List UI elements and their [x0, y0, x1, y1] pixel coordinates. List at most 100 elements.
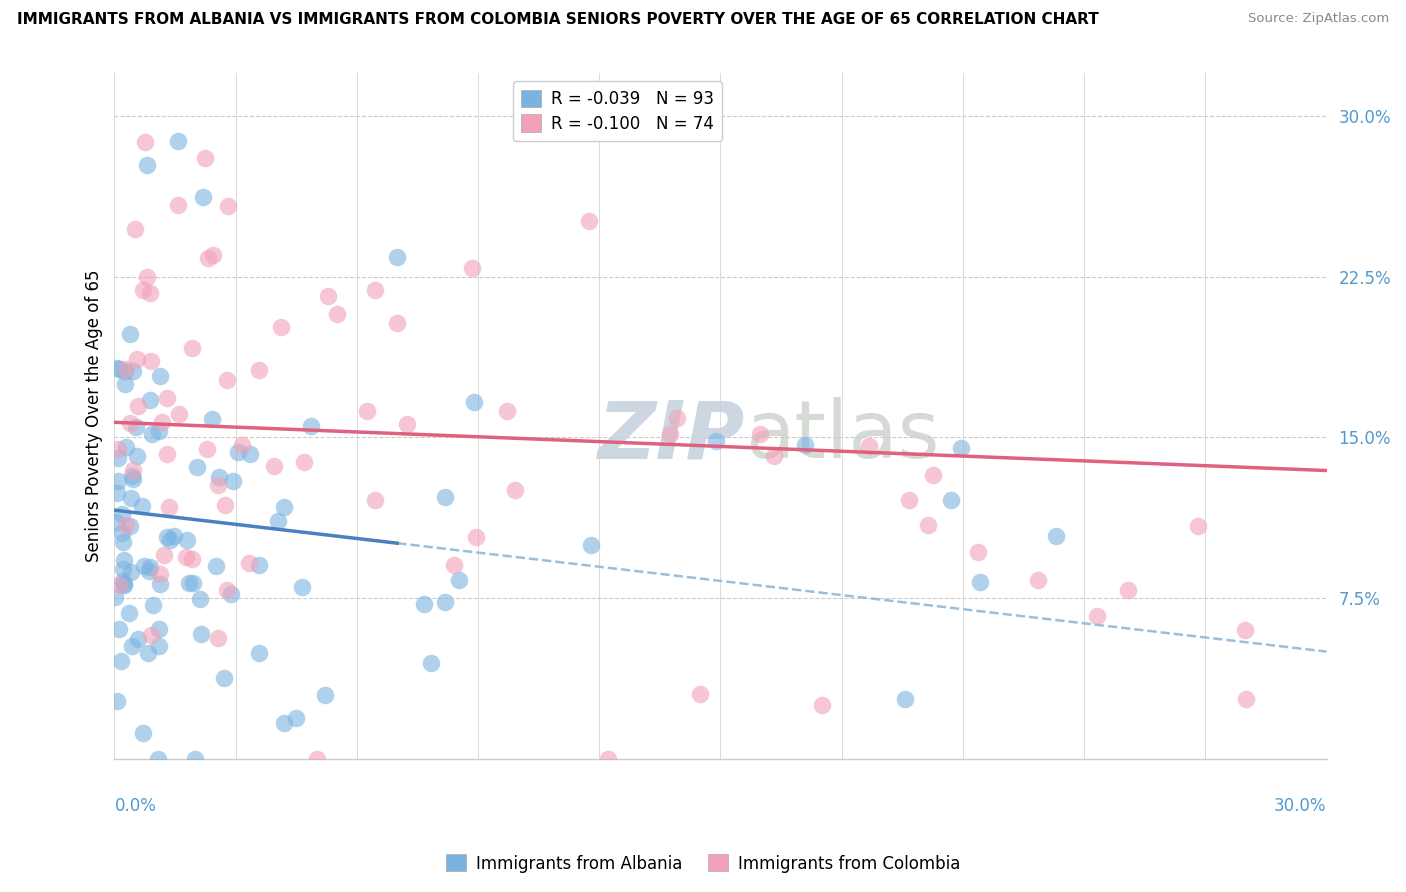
Point — [111, 534, 134, 549]
Point — [176, 533, 198, 548]
Point — [138, 564, 160, 578]
Point — [136, 646, 159, 660]
Point — [108, 361, 131, 376]
Point — [194, 151, 217, 165]
Point — [139, 628, 162, 642]
Point — [396, 417, 419, 431]
Point — [163, 529, 186, 543]
Point — [131, 726, 153, 740]
Point — [167, 407, 190, 421]
Point — [221, 474, 243, 488]
Point — [465, 530, 488, 544]
Point — [139, 560, 162, 574]
Point — [118, 519, 141, 533]
Point — [139, 285, 162, 300]
Point — [148, 424, 170, 438]
Point — [1085, 608, 1108, 623]
Point — [917, 518, 939, 533]
Point — [181, 576, 204, 591]
Point — [318, 289, 340, 303]
Point — [125, 419, 148, 434]
Point — [447, 573, 470, 587]
Point — [215, 582, 238, 597]
Point — [108, 622, 131, 636]
Point — [307, 752, 329, 766]
Point — [110, 654, 132, 668]
Point — [132, 559, 155, 574]
Point — [108, 578, 131, 592]
Point — [156, 447, 179, 461]
Point — [763, 450, 786, 464]
Point — [273, 500, 295, 515]
Point — [115, 518, 138, 533]
Point — [131, 499, 153, 513]
Point — [419, 657, 441, 671]
Point — [141, 354, 163, 368]
Point — [270, 320, 292, 334]
Point — [124, 222, 146, 236]
Point — [150, 415, 173, 429]
Point — [105, 694, 128, 708]
Point — [115, 440, 138, 454]
Point — [120, 326, 142, 341]
Point — [364, 283, 387, 297]
Point — [356, 404, 378, 418]
Point — [112, 578, 135, 592]
Point — [111, 526, 134, 541]
Point — [212, 671, 235, 685]
Point — [284, 711, 307, 725]
Point — [115, 361, 138, 376]
Point — [114, 377, 136, 392]
Point — [238, 556, 260, 570]
Point — [111, 507, 134, 521]
Point — [1026, 574, 1049, 588]
Point — [299, 419, 322, 434]
Point — [167, 134, 190, 148]
Point — [596, 752, 619, 766]
Point — [363, 492, 385, 507]
Point — [385, 316, 408, 330]
Point — [495, 404, 517, 418]
Point — [314, 688, 336, 702]
Point — [292, 455, 315, 469]
Point — [263, 458, 285, 473]
Point — [125, 449, 148, 463]
Point — [793, 438, 815, 452]
Point — [949, 441, 972, 455]
Point — [121, 469, 143, 483]
Point — [183, 752, 205, 766]
Point — [135, 269, 157, 284]
Point — [177, 576, 200, 591]
Point — [127, 400, 149, 414]
Point — [201, 411, 224, 425]
Point — [153, 549, 176, 563]
Point — [112, 552, 135, 566]
Point — [159, 500, 181, 514]
Text: 30.0%: 30.0% — [1274, 797, 1327, 814]
Point — [579, 538, 602, 552]
Point — [433, 490, 456, 504]
Point — [385, 250, 408, 264]
Point — [201, 247, 224, 261]
Point — [247, 363, 270, 377]
Point — [966, 544, 988, 558]
Point — [969, 574, 991, 589]
Point — [1118, 583, 1140, 598]
Point — [104, 590, 127, 604]
Point — [217, 373, 239, 387]
Point — [149, 577, 172, 591]
Point — [1045, 529, 1067, 543]
Point — [156, 531, 179, 545]
Point — [118, 416, 141, 430]
Point — [118, 606, 141, 620]
Point — [214, 498, 236, 512]
Point — [463, 394, 485, 409]
Point — [135, 158, 157, 172]
Point — [273, 716, 295, 731]
Point — [267, 515, 290, 529]
Point — [226, 445, 249, 459]
Point — [433, 595, 456, 609]
Point — [460, 260, 482, 275]
Point — [105, 361, 128, 376]
Point — [939, 493, 962, 508]
